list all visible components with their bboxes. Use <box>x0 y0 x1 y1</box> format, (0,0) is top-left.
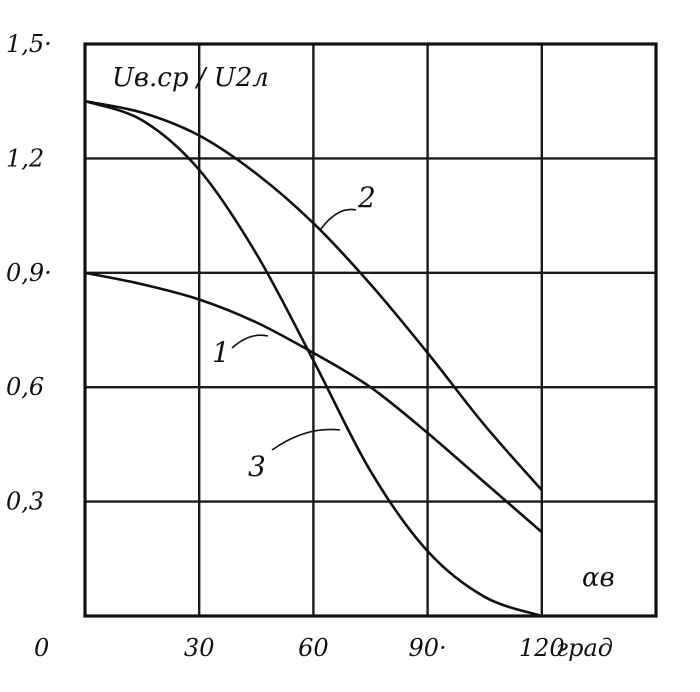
y-tick-label: 0,6 <box>6 373 44 401</box>
x-tick-label: 30 <box>184 634 215 662</box>
series-line-2 <box>84 99 543 492</box>
series-line-1 <box>84 271 543 534</box>
curves <box>84 99 543 618</box>
leader-line-3 <box>271 428 341 451</box>
tick-labels: 0,3 0,6 0,9· 1,2 1,5· 0 30 60 90· 120 <box>6 30 565 662</box>
x-tick-label: 60 <box>298 634 329 662</box>
leader-line-2 <box>319 208 357 231</box>
plot-frame <box>83 42 658 618</box>
y-tick-label: 1,2 <box>6 144 44 172</box>
series-label-3: 3 <box>248 450 266 483</box>
y-tick-label: 0,3 <box>6 488 44 516</box>
curve-labels: 1 2 3 <box>212 181 376 483</box>
series-line-3 <box>84 99 543 618</box>
x-tick-label: 90· <box>409 634 447 662</box>
x-tick-label: 0 <box>34 634 49 662</box>
y-axis-label: Uв.ср / U2л <box>112 63 269 93</box>
y-tick-label: 1,5· <box>6 30 52 58</box>
grid <box>85 44 656 616</box>
x-tick-label: 120 <box>519 634 565 662</box>
leader-line-1 <box>231 334 269 349</box>
x-axis-unit: град <box>556 634 613 662</box>
curve-leaders <box>231 208 357 451</box>
series-label-1: 1 <box>212 336 230 369</box>
x-axis-label: αв <box>582 563 615 593</box>
y-tick-label: 0,9· <box>6 259 52 287</box>
series-label-2: 2 <box>357 181 376 214</box>
